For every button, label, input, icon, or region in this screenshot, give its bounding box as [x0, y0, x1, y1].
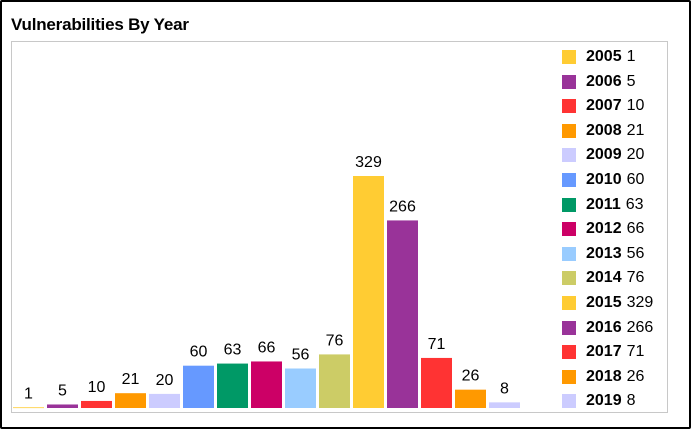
- legend-value: 63: [625, 195, 644, 213]
- bar-2010: [183, 365, 214, 408]
- bar-2009: [149, 393, 180, 408]
- bar-2015: [353, 176, 384, 408]
- legend-value: 56: [626, 244, 645, 262]
- data-label-2009: 20: [156, 372, 174, 389]
- legend-year: 2010: [586, 171, 622, 188]
- data-label-2011: 63: [224, 342, 242, 359]
- legend-year: 2009: [586, 146, 622, 164]
- legend-value: 26: [626, 367, 645, 385]
- legend-item-2008: 2008 21: [562, 120, 644, 142]
- data-label-2015: 329: [355, 154, 382, 171]
- chart-title: Vulnerabilities By Year: [11, 15, 189, 34]
- bar-2018: [455, 389, 486, 408]
- bar-2012: [251, 361, 282, 408]
- legend-swatch: [562, 320, 576, 335]
- legend-swatch: [562, 74, 576, 89]
- legend-value: 66: [626, 220, 645, 238]
- legend-swatch: [562, 99, 576, 114]
- legend-item-2011: 2011 63: [562, 194, 644, 216]
- legend-value: 21: [626, 121, 645, 139]
- legend-value: 76: [626, 269, 645, 287]
- bar-2016: [387, 220, 418, 408]
- bar-2007: [81, 400, 112, 408]
- legend-swatch: [562, 148, 576, 163]
- legend-value: 5: [626, 72, 636, 90]
- data-label-2012: 66: [258, 339, 276, 356]
- legend-value: 71: [626, 343, 645, 361]
- legend-swatch: [562, 394, 576, 409]
- legend-year: 2016: [586, 318, 622, 336]
- plot-area: [11, 41, 668, 413]
- legend-value: 8: [626, 392, 636, 410]
- legend-value: 20: [626, 146, 645, 164]
- legend-item-2012: 2012 66: [562, 218, 644, 240]
- legend-year: 2008: [586, 121, 622, 139]
- legend-year: 2018: [586, 367, 622, 385]
- legend-swatch: [562, 345, 576, 360]
- legend-swatch: [562, 197, 576, 212]
- legend-year: 2015: [586, 294, 622, 311]
- bar-2006: [47, 404, 78, 408]
- legend-swatch: [562, 123, 576, 138]
- legend-year: 2006: [586, 72, 622, 90]
- legend-year: 2011: [586, 195, 621, 213]
- legend-item-2016: 2016 266: [562, 317, 653, 339]
- data-label-2006: 5: [58, 382, 67, 399]
- legend-year: 2019: [586, 392, 622, 410]
- legend-value: 10: [626, 97, 645, 115]
- bar-2014: [319, 354, 350, 408]
- data-label-2007: 10: [88, 379, 106, 396]
- bar-2017: [421, 357, 452, 408]
- bar-2013: [285, 368, 316, 408]
- data-label-2019: 8: [500, 380, 509, 397]
- legend-year: 2017: [586, 343, 622, 361]
- data-label-2008: 21: [122, 371, 140, 388]
- legend-item-2007: 2007 10: [562, 95, 644, 117]
- data-label-2017: 71: [428, 336, 446, 353]
- bar-2019: [489, 402, 520, 408]
- legend-year: 2012: [586, 220, 622, 238]
- legend-item-2009: 2009 20: [562, 144, 644, 166]
- legend-item-2005: 2005 1: [562, 46, 636, 68]
- legend-item-2014: 2014 76: [562, 267, 644, 289]
- data-label-2013: 56: [292, 347, 310, 364]
- data-label-2016: 266: [389, 198, 416, 215]
- legend-item-2013: 2013 56: [562, 243, 644, 265]
- legend-year: 2013: [586, 244, 622, 262]
- legend-item-2018: 2018 26: [562, 366, 644, 388]
- legend-swatch: [562, 50, 576, 64]
- legend-value: 60: [626, 171, 645, 188]
- data-label-2014: 76: [326, 332, 344, 349]
- legend-item-2010: 2010 60: [562, 169, 644, 191]
- legend-value: 329: [626, 294, 654, 311]
- legend-item-2015: 2015 329: [562, 292, 653, 314]
- legend-year: 2005: [586, 48, 622, 65]
- legend-value: 266: [626, 318, 654, 336]
- bar-2011: [217, 363, 248, 408]
- legend-swatch: [562, 173, 576, 187]
- legend-year: 2007: [586, 97, 622, 115]
- legend-year: 2014: [586, 269, 622, 287]
- data-label-2010: 60: [190, 344, 208, 361]
- legend-swatch: [562, 296, 576, 310]
- data-label-2005: 1: [24, 385, 33, 402]
- bar-2008: [115, 393, 146, 408]
- legend-swatch: [562, 222, 576, 237]
- legend-item-2019: 2019 8: [562, 390, 636, 412]
- data-label-2018: 26: [462, 368, 480, 385]
- bar-2005: [13, 407, 44, 409]
- legend-swatch: [562, 246, 576, 261]
- legend-swatch: [562, 271, 576, 286]
- legend-item-2017: 2017 71: [562, 341, 644, 363]
- legend-value: 1: [626, 48, 636, 65]
- legend-item-2006: 2006 5: [562, 71, 636, 93]
- legend-swatch: [562, 369, 576, 384]
